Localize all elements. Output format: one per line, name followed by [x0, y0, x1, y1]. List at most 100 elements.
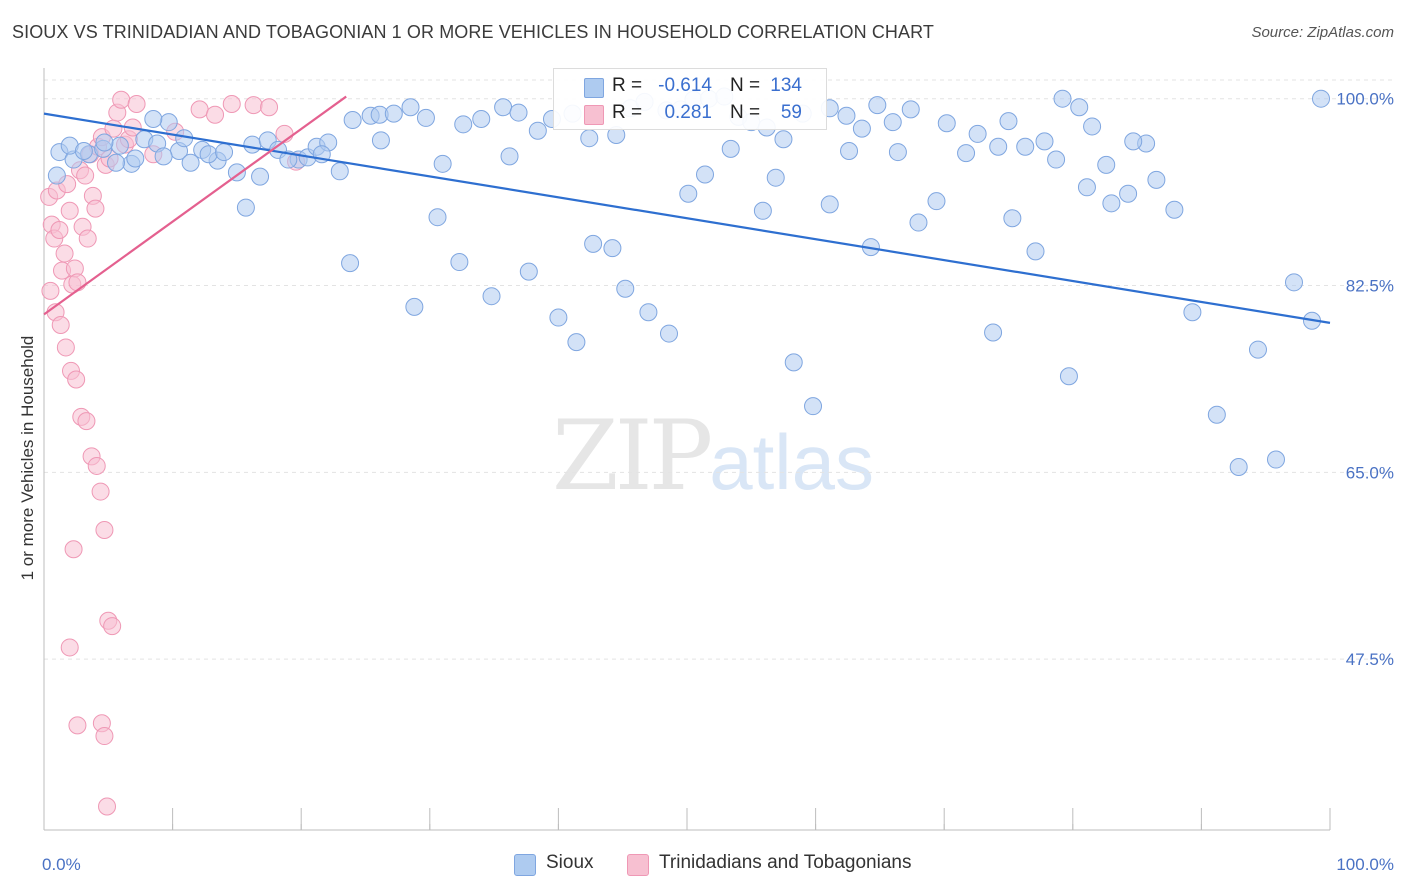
chart-title: SIOUX VS TRINIDADIAN AND TOBAGONIAN 1 OR…: [12, 22, 935, 42]
sioux-point: [47, 166, 66, 185]
sioux-swatch: [584, 78, 604, 98]
sioux-point: [144, 109, 163, 128]
sioux-point: [1248, 340, 1267, 359]
sioux-point: [159, 113, 178, 132]
sioux-point: [1311, 89, 1330, 108]
r-value: 0.281: [664, 102, 712, 123]
sioux-point: [804, 397, 823, 416]
trini-point: [60, 201, 79, 220]
sioux-point: [405, 297, 424, 316]
sioux-point: [989, 137, 1008, 156]
sioux-point: [1047, 150, 1066, 169]
legend-label-trini: Trinidadians and Tobagonians: [659, 852, 912, 873]
trini-point: [206, 105, 225, 124]
correlation-legend: R = -0.614 N = 134 R = 0.281 N = 59: [553, 68, 827, 130]
trini-point: [112, 90, 131, 109]
trini-point: [50, 221, 69, 240]
trini-point: [78, 229, 97, 248]
trini-point: [55, 244, 74, 263]
trini-point: [103, 617, 122, 636]
sioux-point: [1053, 89, 1072, 108]
y-tick-label: 82.5%: [1346, 277, 1394, 296]
sioux-point: [454, 115, 473, 134]
trini-point: [76, 166, 95, 185]
sioux-point: [984, 323, 1003, 342]
trini-trendline: [43, 95, 347, 316]
sioux-point: [616, 279, 635, 298]
sioux-point: [1102, 194, 1121, 213]
sioux-point: [927, 192, 946, 211]
sioux-point: [696, 165, 715, 184]
sioux-point: [1077, 178, 1096, 197]
sioux-point: [215, 143, 234, 162]
trini-point: [41, 281, 60, 300]
sioux-point: [567, 333, 586, 352]
sioux-point: [401, 98, 420, 117]
sioux-point: [549, 308, 568, 327]
y-tick-label: 100.0%: [1336, 90, 1394, 109]
trini-point: [68, 716, 87, 735]
y-axis-title: 1 or more Vehicles in Household: [18, 335, 37, 581]
sioux-point: [837, 106, 856, 125]
r-value: -0.614: [658, 75, 712, 96]
sioux-point: [450, 253, 469, 272]
sioux-point: [1229, 458, 1248, 477]
sioux-point: [251, 167, 270, 186]
sioux-point: [181, 153, 200, 172]
trini-point: [51, 316, 70, 335]
sioux-point: [433, 154, 452, 173]
n-label: N =: [730, 102, 761, 123]
sioux-point: [494, 98, 513, 117]
trini-point: [77, 412, 96, 431]
sioux-point: [279, 150, 298, 169]
sioux-point: [1026, 242, 1045, 261]
sioux-point: [766, 168, 785, 187]
sioux-point: [236, 198, 255, 217]
legend-row-trini: R = 0.281 N = 59: [554, 102, 826, 128]
sioux-point: [199, 145, 218, 164]
sioux-point: [901, 100, 920, 119]
trini-point: [60, 638, 79, 657]
sioux-point: [603, 239, 622, 258]
sioux-point: [528, 121, 547, 140]
sioux-point: [74, 142, 93, 161]
trini-legend-swatch: [627, 854, 649, 876]
sioux-point: [1035, 132, 1054, 151]
watermark-atlas: atlas: [709, 418, 874, 506]
tick-labels: 100.0% 82.5% 65.0% 47.5% 0.0% 100.0%: [42, 90, 1394, 874]
trini-point: [98, 797, 117, 816]
trini-point: [64, 540, 83, 559]
sioux-point: [1119, 184, 1138, 203]
sioux-point: [868, 96, 887, 115]
sioux-point: [107, 153, 126, 172]
trini-point: [91, 482, 110, 501]
trini-point: [68, 273, 87, 292]
series-legend: Sioux Trinidadians and Tobagonians: [0, 852, 1406, 878]
sioux-point: [774, 130, 793, 149]
sioux-point: [883, 113, 902, 132]
trini-point: [95, 727, 114, 746]
chart-source: Source: ZipAtlas.com: [1251, 24, 1394, 41]
sioux-point: [784, 353, 803, 372]
sioux-point: [909, 213, 928, 232]
sioux-point: [1266, 450, 1285, 469]
sioux-point: [343, 111, 362, 130]
trini-point: [260, 98, 279, 117]
x-tick-label: 0.0%: [42, 855, 81, 874]
sioux-trendline: [43, 112, 1331, 324]
axes: [43, 68, 1331, 831]
sioux-point: [580, 129, 599, 148]
sioux-point: [1083, 117, 1102, 136]
sioux-point: [509, 103, 528, 122]
trini-point: [86, 199, 105, 218]
sioux-point: [1147, 170, 1166, 189]
trini-point: [244, 96, 263, 115]
sioux-point: [937, 114, 956, 133]
trini-point: [222, 95, 241, 114]
sioux-point: [679, 184, 698, 203]
trini-point: [87, 456, 106, 475]
sioux-point: [1097, 155, 1116, 174]
sioux-point: [840, 142, 859, 161]
sioux-point: [416, 108, 435, 127]
